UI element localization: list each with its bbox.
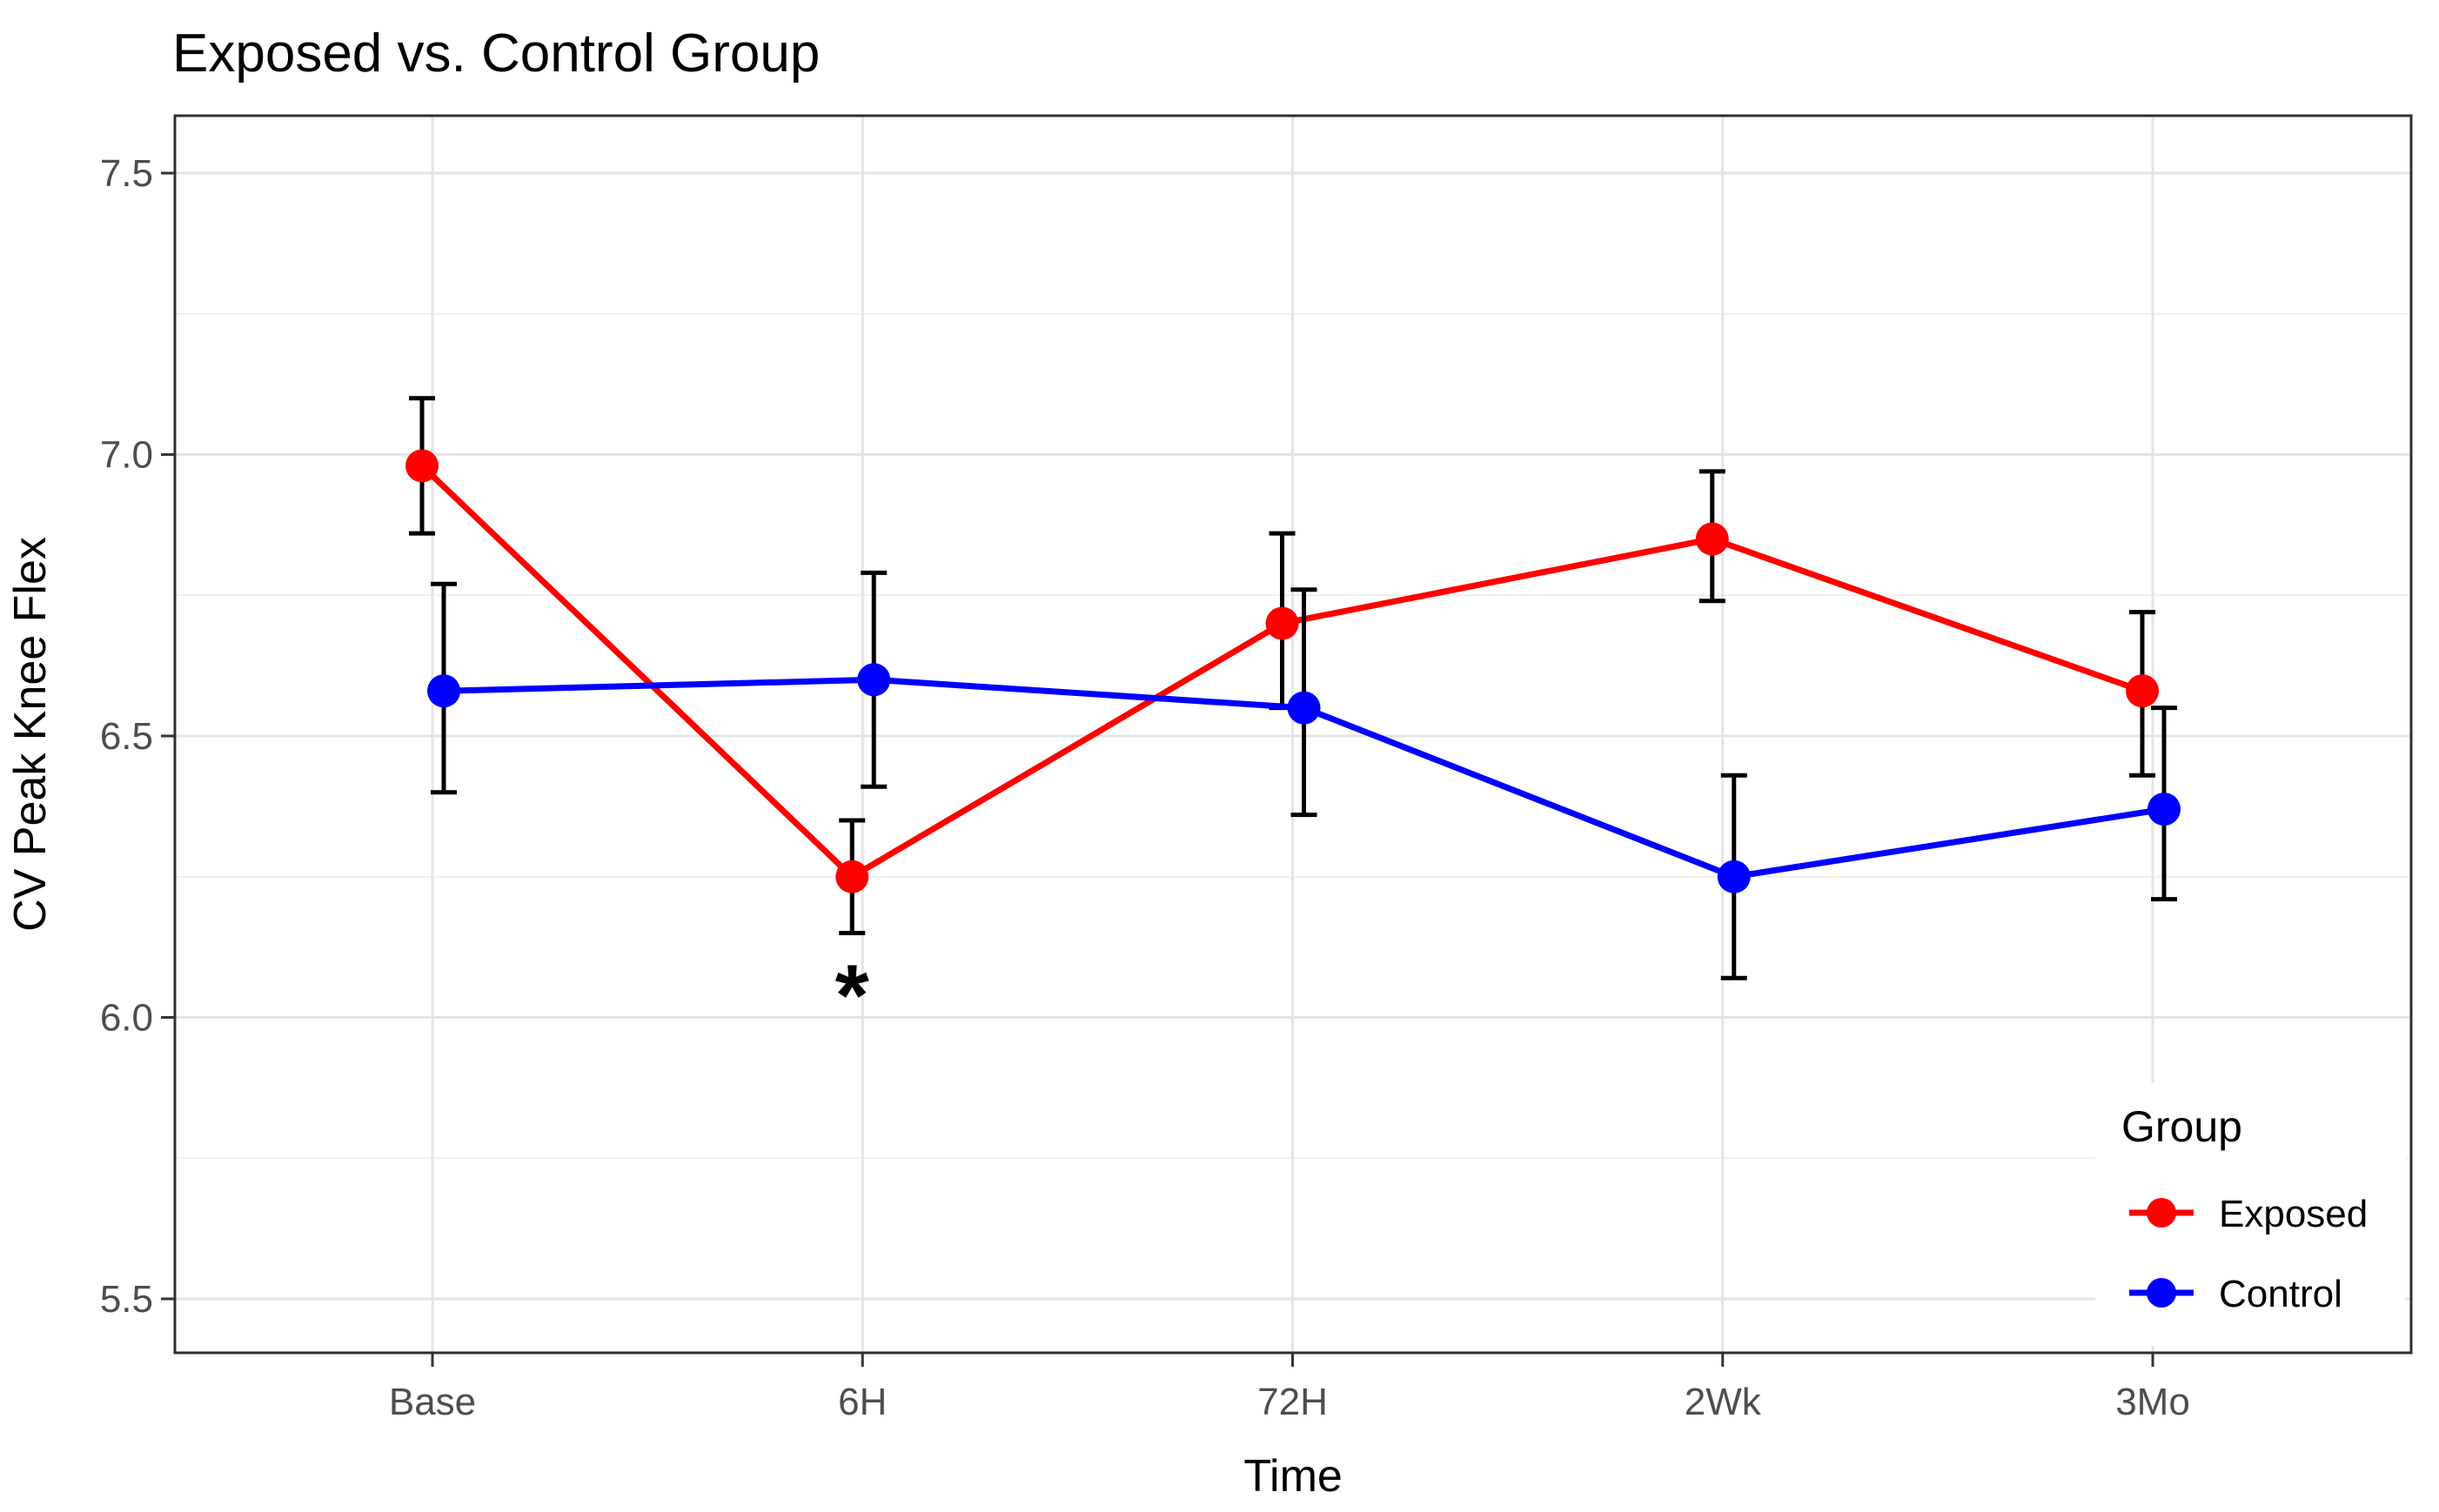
data-point-exposed-2Wk	[1695, 522, 1729, 556]
plot-title: Exposed vs. Control Group	[172, 23, 820, 84]
legend-label-control: Control	[2219, 1273, 2342, 1315]
data-point-control-Base	[427, 674, 460, 708]
legend-label-exposed: Exposed	[2219, 1193, 2368, 1235]
y-tick-label: 6.5	[100, 715, 153, 758]
legend-key-point-exposed	[2147, 1198, 2176, 1228]
y-tick-label: 7.5	[100, 152, 153, 195]
y-tick-label: 7.0	[100, 434, 153, 477]
chart-plot-area: * 5.5 6.0 6.5 7.0 7.5 Base 6H 72H 2Wk 3Mo Group Expo…	[100, 114, 2413, 1423]
x-axis-title: Time	[1243, 1451, 1343, 1502]
data-point-exposed-Base	[405, 449, 439, 483]
data-point-control-2Wk	[1717, 860, 1751, 893]
legend-title: Group	[2121, 1102, 2242, 1151]
y-axis-title: CV Peak Knee Flex	[5, 537, 56, 932]
x-tick-label: 2Wk	[1685, 1381, 1762, 1423]
series-group-exposed	[405, 396, 2159, 935]
y-tick-label: 6.0	[100, 997, 153, 1040]
x-tick-label: 3Mo	[2115, 1381, 2190, 1423]
legend-key-point-control	[2147, 1278, 2176, 1308]
data-point-exposed-72H	[1265, 606, 1299, 640]
legend: Group Exposed Control	[2095, 1083, 2405, 1346]
data-point-control-6H	[857, 663, 891, 697]
data-point-exposed-6H	[835, 860, 869, 893]
data-point-control-3Mo	[2148, 793, 2181, 826]
data-point-exposed-3Mo	[2126, 674, 2159, 708]
series-group-control	[427, 570, 2181, 980]
x-tick-label: 6H	[838, 1381, 887, 1423]
significance-star: *	[835, 947, 869, 1045]
x-tick-label: 72H	[1257, 1381, 1328, 1423]
data-point-control-72H	[1287, 691, 1321, 725]
y-tick-label: 5.5	[100, 1278, 153, 1321]
x-tick-label: Base	[389, 1381, 476, 1423]
